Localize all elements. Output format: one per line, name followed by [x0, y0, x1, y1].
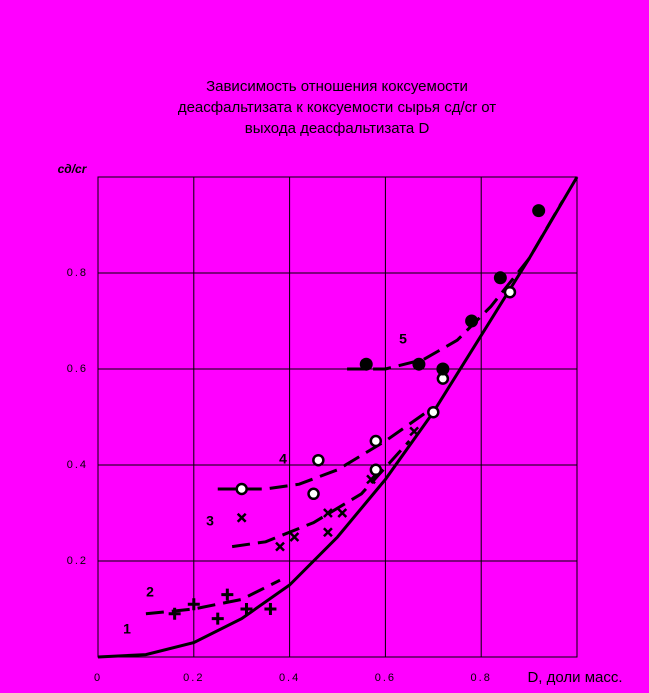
point — [465, 314, 479, 328]
y-tick-label: 0.6 — [67, 363, 88, 375]
point — [532, 204, 546, 218]
y-tick-label: 0.4 — [67, 459, 88, 471]
curve — [97, 176, 579, 659]
y-tick-label: 0.8 — [67, 267, 88, 279]
point — [323, 508, 333, 518]
point — [307, 487, 320, 501]
curve-label: 5 — [399, 331, 407, 347]
y-tick-label: 0.2 — [67, 555, 88, 567]
curve-label: 4 — [279, 451, 287, 467]
point — [337, 508, 348, 518]
point — [493, 271, 507, 285]
x-tick-label: 0.2 — [183, 672, 204, 684]
point — [264, 603, 277, 615]
point — [240, 603, 253, 615]
point — [236, 512, 247, 523]
chart-title: деасфальтизата к коксуемости сырья cд/cr… — [178, 99, 496, 116]
x-tick-label: 0.4 — [279, 672, 300, 684]
curve — [231, 439, 411, 549]
curve — [145, 578, 281, 616]
x-axis-label: D, доли масс. — [527, 669, 622, 686]
point — [503, 285, 517, 299]
point — [412, 357, 426, 371]
point — [275, 541, 285, 552]
x-tick-label: 0.6 — [375, 672, 396, 684]
point — [187, 598, 200, 611]
point — [366, 474, 376, 485]
point — [168, 607, 181, 620]
point — [369, 434, 383, 448]
point — [323, 527, 333, 538]
y-axis-label: cд/cr — [58, 162, 88, 176]
curve-label: 3 — [206, 513, 214, 529]
chart-title: Зависимость отношения коксуемости — [206, 78, 468, 95]
curve-label: 2 — [146, 584, 154, 600]
curve — [347, 200, 564, 371]
point — [289, 532, 300, 542]
point — [211, 612, 224, 625]
x-tick-label: 0.8 — [471, 672, 492, 684]
chart-title: выхода деасфальтизата D — [245, 120, 430, 137]
point — [369, 463, 383, 477]
curve — [217, 406, 435, 491]
point — [436, 362, 450, 376]
point — [409, 426, 420, 437]
point — [312, 453, 325, 467]
point — [221, 588, 234, 601]
point — [359, 357, 373, 371]
point — [235, 482, 248, 496]
x-tick-label: 0 — [94, 672, 102, 684]
point — [427, 405, 440, 419]
curve-label: 1 — [123, 621, 131, 637]
